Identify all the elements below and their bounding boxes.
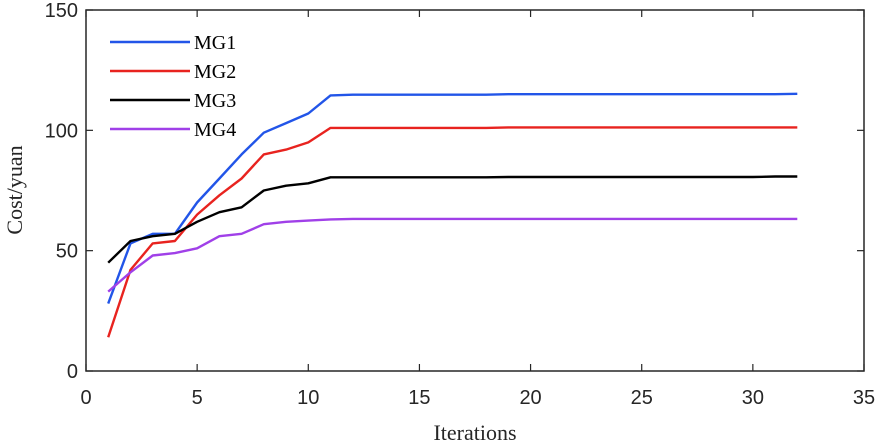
series-layer	[107, 92, 798, 338]
axis-ticks: 0 5 10 15 20 25 30 35 0 50 100 150	[45, 0, 876, 409]
x-tick-label: 20	[519, 387, 541, 409]
legend-label-mg3: MG3	[194, 90, 236, 112]
plot-frame	[85, 9, 865, 372]
x-tick-label: 30	[742, 387, 764, 409]
legend-label-mg4: MG4	[194, 119, 236, 141]
y-tick-label: 100	[45, 120, 78, 142]
series-line-mg4	[107, 217, 798, 293]
y-axis-label: Cost/yuan	[2, 145, 27, 234]
x-axis-label: Iterations	[433, 420, 516, 443]
y-tick-label: 50	[56, 241, 78, 263]
y-tick-label: 150	[45, 0, 78, 22]
legend-label-mg2: MG2	[194, 61, 236, 83]
x-tick-label: 0	[80, 387, 91, 409]
legend-label-mg1: MG1	[194, 32, 236, 54]
series-line-mg3	[107, 175, 798, 264]
x-tick-label: 5	[192, 387, 203, 409]
x-tick-label: 10	[297, 387, 319, 409]
x-tick-label: 25	[631, 387, 653, 409]
x-tick-label: 15	[408, 387, 430, 409]
legend: MG1 MG2 MG3 MG4	[110, 32, 236, 141]
y-tick-label: 0	[67, 361, 78, 383]
x-tick-label: 35	[853, 387, 875, 409]
series-line-mg1	[107, 92, 798, 305]
series-line-mg2	[107, 126, 798, 338]
